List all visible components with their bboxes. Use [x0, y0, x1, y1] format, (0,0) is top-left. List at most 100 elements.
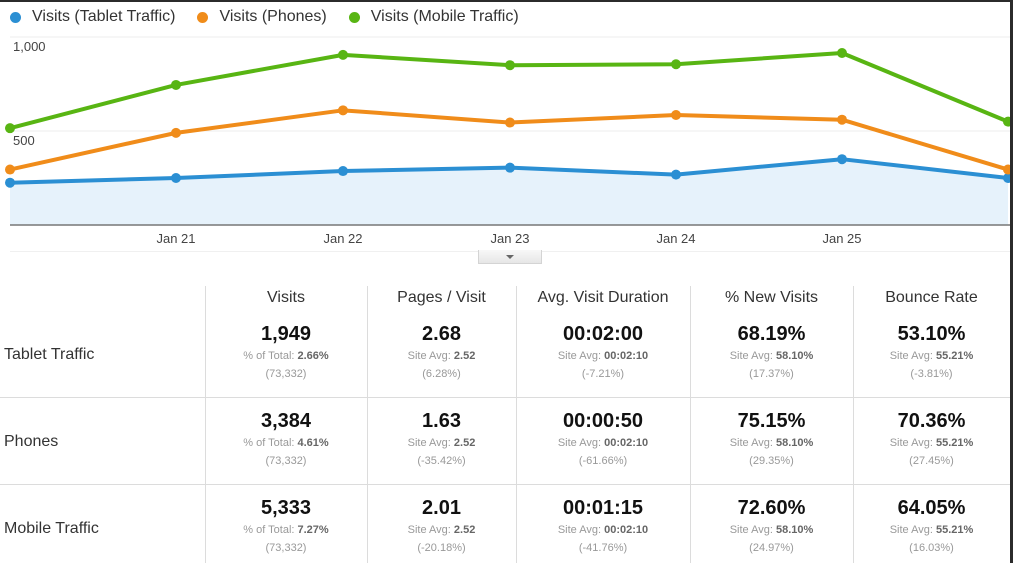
- legend-item-tablet[interactable]: Visits (Tablet Traffic): [10, 8, 175, 26]
- metric-cell: 2.68 Site Avg: 2.52 (6.28%): [367, 322, 516, 382]
- data-point[interactable]: [171, 127, 181, 138]
- data-point[interactable]: [338, 166, 348, 177]
- legend-label: Visits (Mobile Traffic): [370, 8, 519, 25]
- metric-value: 70.36%: [897, 410, 966, 432]
- column-divider: [205, 286, 206, 563]
- data-point[interactable]: [338, 49, 348, 60]
- comparison-label: Site Avg:: [557, 350, 605, 362]
- metric-cell: 70.36% Site Avg: 55.21% (27.45%): [853, 409, 1010, 469]
- metric-cell: 75.15% Site Avg: 58.10% (29.35%): [690, 409, 853, 469]
- metric-comparison: % of Total: 4.61%: [205, 433, 367, 453]
- data-point[interactable]: [505, 60, 515, 71]
- column-header-pages-per-visit[interactable]: Pages / Visit: [397, 289, 486, 306]
- comparison-value: 4.61%: [297, 437, 329, 449]
- comparison-value: 55.21%: [935, 437, 974, 449]
- comparison-value: 2.52: [453, 350, 476, 362]
- data-point[interactable]: [837, 47, 847, 58]
- column-header-avg-visit-duration[interactable]: Avg. Visit Duration: [537, 289, 669, 306]
- x-tick: Jan 21: [156, 231, 195, 246]
- metric-cell: 2.01 Site Avg: 2.52 (-20.18%): [367, 496, 516, 556]
- metric-cell: 53.10% Site Avg: 55.21% (-3.81%): [853, 322, 1010, 382]
- comparison-label: Site Avg:: [729, 524, 776, 536]
- metric-delta: (-7.21%): [581, 368, 625, 380]
- metric-value: 00:00:50: [562, 410, 644, 432]
- metric-delta: (6.28%): [422, 368, 461, 380]
- metric-cell: 00:02:00 Site Avg: 00:02:10 (-7.21%): [516, 322, 690, 382]
- metric-cell: 3,384% of Total: 4.61% (73,332): [205, 409, 367, 469]
- chevron-down-icon: [506, 254, 514, 259]
- data-point[interactable]: [837, 114, 847, 125]
- metric-comparison: % of Total: 7.27%: [205, 520, 367, 540]
- comparison-label: Site Avg:: [889, 524, 936, 536]
- column-header-new-visits[interactable]: % New Visits: [724, 289, 819, 306]
- comparison-label: % of Total:: [243, 437, 298, 449]
- metric-delta: (-3.81%): [910, 368, 953, 380]
- legend-dot-icon: [197, 11, 209, 23]
- metric-value: 75.15%: [737, 410, 806, 432]
- metric-delta: (24.97%): [749, 542, 794, 554]
- comparison-label: % of Total:: [243, 524, 298, 536]
- metric-comparison: Site Avg: 2.52: [367, 346, 516, 366]
- comparison-label: % of Total:: [243, 350, 298, 362]
- legend-item-mobile[interactable]: Visits (Mobile Traffic): [348, 8, 519, 26]
- metric-value: 1.63: [422, 410, 461, 432]
- data-point[interactable]: [671, 59, 681, 70]
- metric-comparison: Site Avg: 58.10%: [690, 346, 853, 366]
- row-label[interactable]: Tablet Traffic: [4, 346, 95, 363]
- data-point[interactable]: [1003, 173, 1010, 183]
- comparison-value: 58.10%: [775, 524, 814, 536]
- metric-cell: 1.63 Site Avg: 2.52 (-35.42%): [367, 409, 516, 469]
- data-point[interactable]: [671, 110, 681, 121]
- column-divider: [367, 286, 368, 563]
- legend-item-phones[interactable]: Visits (Phones): [197, 8, 327, 26]
- metric-delta: (27.45%): [909, 455, 954, 467]
- metric-comparison: Site Avg: 00:02:10: [516, 346, 690, 366]
- metric-cell: 00:00:50 Site Avg: 00:02:10 (-61.66%): [516, 409, 690, 469]
- metric-value: 2.68: [422, 323, 461, 345]
- column-header-visits[interactable]: Visits: [267, 289, 305, 306]
- metric-comparison: Site Avg: 58.10%: [690, 433, 853, 453]
- collapse-chart-toggle[interactable]: [478, 250, 542, 264]
- data-point[interactable]: [1003, 116, 1010, 127]
- row-label[interactable]: Mobile Traffic: [4, 520, 99, 537]
- legend-dot-icon: [10, 11, 21, 23]
- metric-value: 00:02:00: [562, 323, 644, 345]
- metric-value: 53.10%: [897, 323, 966, 345]
- data-point[interactable]: [837, 154, 847, 165]
- comparison-value: 2.52: [453, 437, 476, 449]
- comparison-label: Site Avg:: [557, 437, 605, 449]
- metric-value: 68.19%: [737, 323, 806, 345]
- data-point[interactable]: [5, 123, 15, 134]
- metric-value: 72.60%: [737, 497, 806, 519]
- x-tick: Jan 24: [656, 231, 695, 246]
- data-point[interactable]: [1003, 164, 1010, 175]
- column-divider: [690, 286, 691, 563]
- data-point[interactable]: [505, 162, 515, 173]
- data-point[interactable]: [671, 169, 681, 180]
- column-header-bounce-rate[interactable]: Bounce Rate: [885, 289, 978, 306]
- metric-value: 1,949: [260, 323, 312, 345]
- metric-value: 3,384: [260, 410, 312, 432]
- row-divider: [0, 397, 1010, 398]
- row-label[interactable]: Phones: [4, 433, 59, 450]
- data-point[interactable]: [505, 117, 515, 128]
- metric-delta: (-20.18%): [417, 542, 466, 554]
- data-point[interactable]: [5, 177, 15, 188]
- line-chart[interactable]: 1,000 500 Jan 21 Jan 22 Jan 23 Jan 24 Ja…: [0, 2, 1010, 252]
- data-point[interactable]: [5, 164, 15, 175]
- data-point[interactable]: [338, 105, 348, 116]
- comparison-value: 55.21%: [935, 350, 974, 362]
- legend-label: Visits (Tablet Traffic): [32, 8, 176, 25]
- metric-comparison: Site Avg: 2.52: [367, 520, 516, 540]
- column-divider: [516, 286, 517, 563]
- comparison-label: Site Avg:: [729, 437, 776, 449]
- comparison-value: 55.21%: [935, 524, 974, 536]
- legend-dot-icon: [348, 11, 360, 23]
- data-point[interactable]: [171, 79, 181, 90]
- series-layer: [5, 47, 1010, 225]
- metric-comparison: Site Avg: 00:02:10: [516, 433, 690, 453]
- metric-delta: (-41.76%): [578, 542, 628, 554]
- comparison-label: Site Avg:: [889, 350, 936, 362]
- data-point[interactable]: [171, 173, 181, 183]
